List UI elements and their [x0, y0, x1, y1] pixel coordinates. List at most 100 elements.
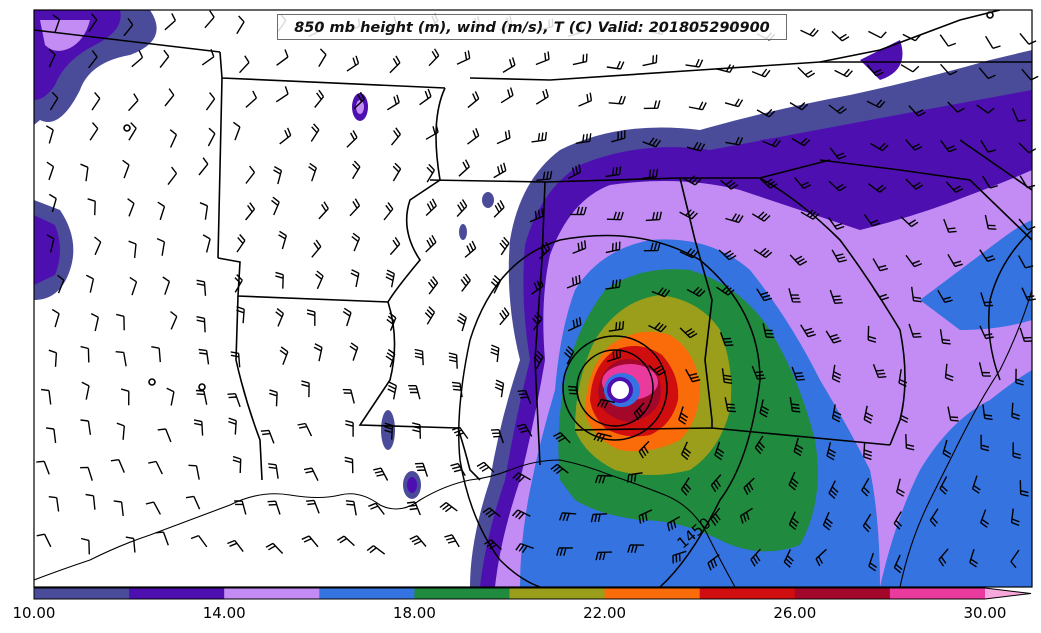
wind-barb [426, 163, 436, 183]
wind-barb [45, 125, 54, 144]
wind-barb [721, 368, 733, 384]
wind-barb [236, 15, 245, 35]
wind-barb [908, 105, 926, 117]
wind-barb [829, 147, 847, 160]
wind-barb [36, 460, 50, 475]
wind-barb [828, 180, 847, 192]
wind-barb [123, 17, 134, 37]
wind-barb [751, 68, 771, 78]
colorbar-swatch [794, 588, 891, 599]
wind-barb [788, 288, 801, 303]
wind-barb [345, 420, 354, 437]
wind-barb [1010, 549, 1020, 569]
wind-barb [198, 348, 210, 365]
wind-barb [829, 289, 843, 304]
wind-barb [943, 218, 957, 233]
wind-barb [234, 274, 243, 293]
wind-barb [51, 308, 60, 328]
wind-barb [308, 162, 317, 182]
wind-barb [494, 379, 505, 398]
wind-barb [157, 201, 166, 221]
wind-barb [945, 181, 964, 193]
wind-barb [456, 199, 468, 217]
wind-barb [982, 404, 993, 421]
wind-barb [245, 165, 256, 184]
wind-barb [205, 92, 216, 111]
wind-barb [185, 495, 201, 510]
wind-barb [596, 398, 616, 409]
wind-barb [638, 509, 653, 524]
colorbar-outline [33, 587, 1032, 600]
wind-barb [756, 288, 773, 302]
colorbar-tick-label: 18.00 [393, 604, 436, 622]
wind-barb [867, 325, 877, 343]
wind-barb [424, 306, 436, 325]
wind-barb [939, 34, 957, 47]
wind-barb [279, 127, 292, 145]
wind-barb [125, 536, 136, 553]
wind-barb [679, 248, 699, 259]
wind-barb [46, 234, 55, 253]
wind-barb [566, 274, 581, 289]
wind-barb [791, 137, 811, 147]
wind-barb [490, 429, 504, 444]
wind-barb [944, 363, 954, 382]
wind-barb [502, 57, 516, 73]
wind-barb [724, 397, 736, 413]
wind-barb [166, 387, 175, 406]
wind-barb [940, 63, 958, 76]
wind-barb [870, 142, 889, 152]
wind-barb [342, 388, 355, 404]
wind-barb [942, 439, 952, 459]
wind-barb [87, 198, 96, 216]
wind-barb [531, 132, 548, 143]
wind-barb [199, 202, 209, 220]
wind-barb [783, 549, 794, 568]
wind-barb [900, 216, 919, 228]
wind-barb [151, 346, 161, 363]
wind-barb [336, 535, 355, 547]
wind-barb [593, 432, 612, 443]
wind-barb [863, 214, 881, 227]
wind-barb [245, 90, 258, 108]
wind-barb [866, 64, 884, 77]
wind-barb [980, 434, 990, 452]
wind-barb [232, 455, 242, 474]
wind-barb [1011, 402, 1020, 420]
wind-barb [190, 534, 208, 548]
wind-barb [310, 123, 320, 142]
wind-barb [490, 274, 502, 294]
wind-barb [893, 511, 903, 530]
wind-barb [496, 129, 511, 145]
wind-barb [751, 211, 771, 222]
wind-barb [451, 381, 463, 398]
wind-barb [265, 542, 284, 554]
wind-barb [490, 344, 500, 363]
wind-barb [978, 67, 996, 80]
wind-barb [515, 542, 534, 554]
wind-barb [651, 287, 671, 298]
wind-barb [532, 312, 543, 331]
wind-barb [710, 474, 722, 493]
wind-barb [976, 104, 995, 114]
coastline [34, 289, 1032, 587]
wind-barb [390, 127, 401, 146]
station-markers [123, 11, 994, 391]
wind-barb [605, 279, 621, 290]
wind-barb [476, 461, 495, 473]
wind-barb [608, 321, 625, 332]
wind-barb [685, 369, 701, 383]
wind-barb [831, 364, 842, 383]
wind-barb [900, 64, 920, 73]
wind-barb [116, 313, 125, 331]
wind-barb [48, 349, 58, 367]
wind-barb [606, 349, 621, 363]
wind-barb [572, 53, 588, 66]
wind-barb [716, 64, 735, 73]
wind-barb [714, 441, 725, 461]
wind-barb [193, 419, 204, 436]
wind-barb [196, 279, 207, 296]
wind-barb [80, 419, 92, 435]
wind-barb [113, 500, 124, 517]
wind-barb [349, 342, 359, 361]
